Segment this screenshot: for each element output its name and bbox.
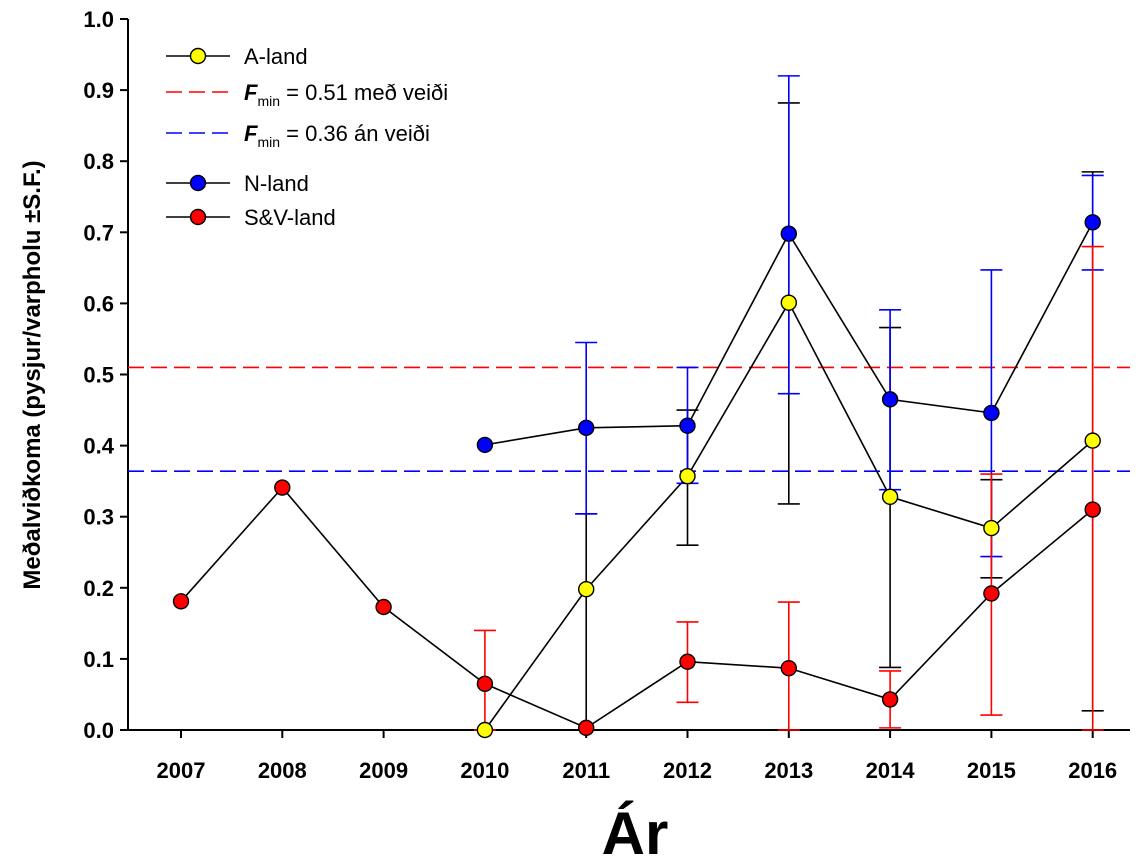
data-point bbox=[881, 488, 899, 505]
y-tick-label: 0.1 bbox=[83, 647, 114, 672]
data-point bbox=[578, 719, 595, 737]
legend: A-land Fmin = 0.51 með veiði Fmin = 0.36 á… bbox=[166, 44, 448, 230]
legend-marker bbox=[189, 208, 207, 226]
x-tick-label: 2007 bbox=[157, 758, 206, 783]
y-tick-label: 0.8 bbox=[83, 149, 114, 174]
legend-label: S&V-land bbox=[244, 205, 336, 230]
data-point bbox=[983, 585, 1000, 602]
series-lines bbox=[180, 221, 1094, 731]
x-tick-label: 2014 bbox=[866, 758, 916, 783]
y-tick-label: 0.6 bbox=[83, 291, 114, 316]
y-tick-label: 1.0 bbox=[83, 7, 114, 32]
y-tick-label: 0.0 bbox=[83, 718, 114, 743]
data-point bbox=[476, 675, 494, 692]
x-tick-label: 2010 bbox=[460, 758, 509, 783]
data-point bbox=[679, 467, 696, 485]
data-point bbox=[476, 436, 494, 454]
data-point bbox=[1084, 501, 1101, 518]
data-point bbox=[578, 581, 595, 598]
y-tick-label: 0.9 bbox=[83, 78, 114, 103]
data-point bbox=[1084, 432, 1101, 449]
series-line bbox=[180, 486, 1094, 729]
data-point bbox=[274, 479, 291, 496]
data-point bbox=[679, 653, 696, 670]
x-tick-label: 2008 bbox=[258, 758, 307, 783]
legend-marker bbox=[189, 47, 207, 65]
legend-label: N-land bbox=[244, 171, 309, 196]
x-tick-label: 2011 bbox=[562, 758, 610, 783]
data-points bbox=[172, 214, 1101, 739]
axes: 0.0 0.1 0.2 0.3 0.4 0.5 0.6 0.7 0.8 0.9 1.0 2007 200… bbox=[83, 7, 1130, 783]
y-tick-label: 0.2 bbox=[83, 576, 114, 601]
x-tick-label: 2009 bbox=[359, 758, 408, 783]
data-point bbox=[780, 225, 797, 242]
legend-marker bbox=[189, 174, 207, 192]
data-point bbox=[172, 593, 190, 610]
data-point bbox=[881, 691, 899, 708]
x-tick-label: 2015 bbox=[967, 758, 1016, 783]
data-point bbox=[780, 294, 797, 311]
x-axis-title: Ár bbox=[602, 800, 669, 866]
data-point bbox=[983, 404, 1000, 422]
y-tick-label: 0.7 bbox=[83, 220, 114, 245]
data-point bbox=[780, 659, 797, 677]
legend-label: Fmin = 0.51 með veiði bbox=[244, 80, 448, 109]
data-point bbox=[1084, 214, 1101, 231]
x-tick-label: 2012 bbox=[663, 758, 712, 783]
y-tick-label: 0.3 bbox=[83, 505, 114, 530]
x-tick-label: 2013 bbox=[764, 758, 813, 783]
data-point bbox=[375, 598, 392, 616]
data-point bbox=[476, 721, 494, 739]
x-tick-label: 2016 bbox=[1068, 758, 1117, 783]
y-tick-label: 0.5 bbox=[83, 363, 114, 388]
error-bars bbox=[473, 75, 1104, 731]
y-tick-label: 0.4 bbox=[83, 434, 114, 459]
y-axis-title: Meðalviðkoma (pysjur/varpholu ±S.F.) bbox=[19, 160, 46, 589]
data-point bbox=[881, 391, 899, 408]
legend-label: A-land bbox=[244, 44, 308, 69]
data-point bbox=[679, 417, 696, 434]
reference-lines bbox=[128, 366, 1130, 472]
legend-label: Fmin = 0.36 án veiði bbox=[244, 121, 430, 150]
data-point bbox=[983, 519, 1000, 537]
data-point bbox=[578, 419, 595, 437]
